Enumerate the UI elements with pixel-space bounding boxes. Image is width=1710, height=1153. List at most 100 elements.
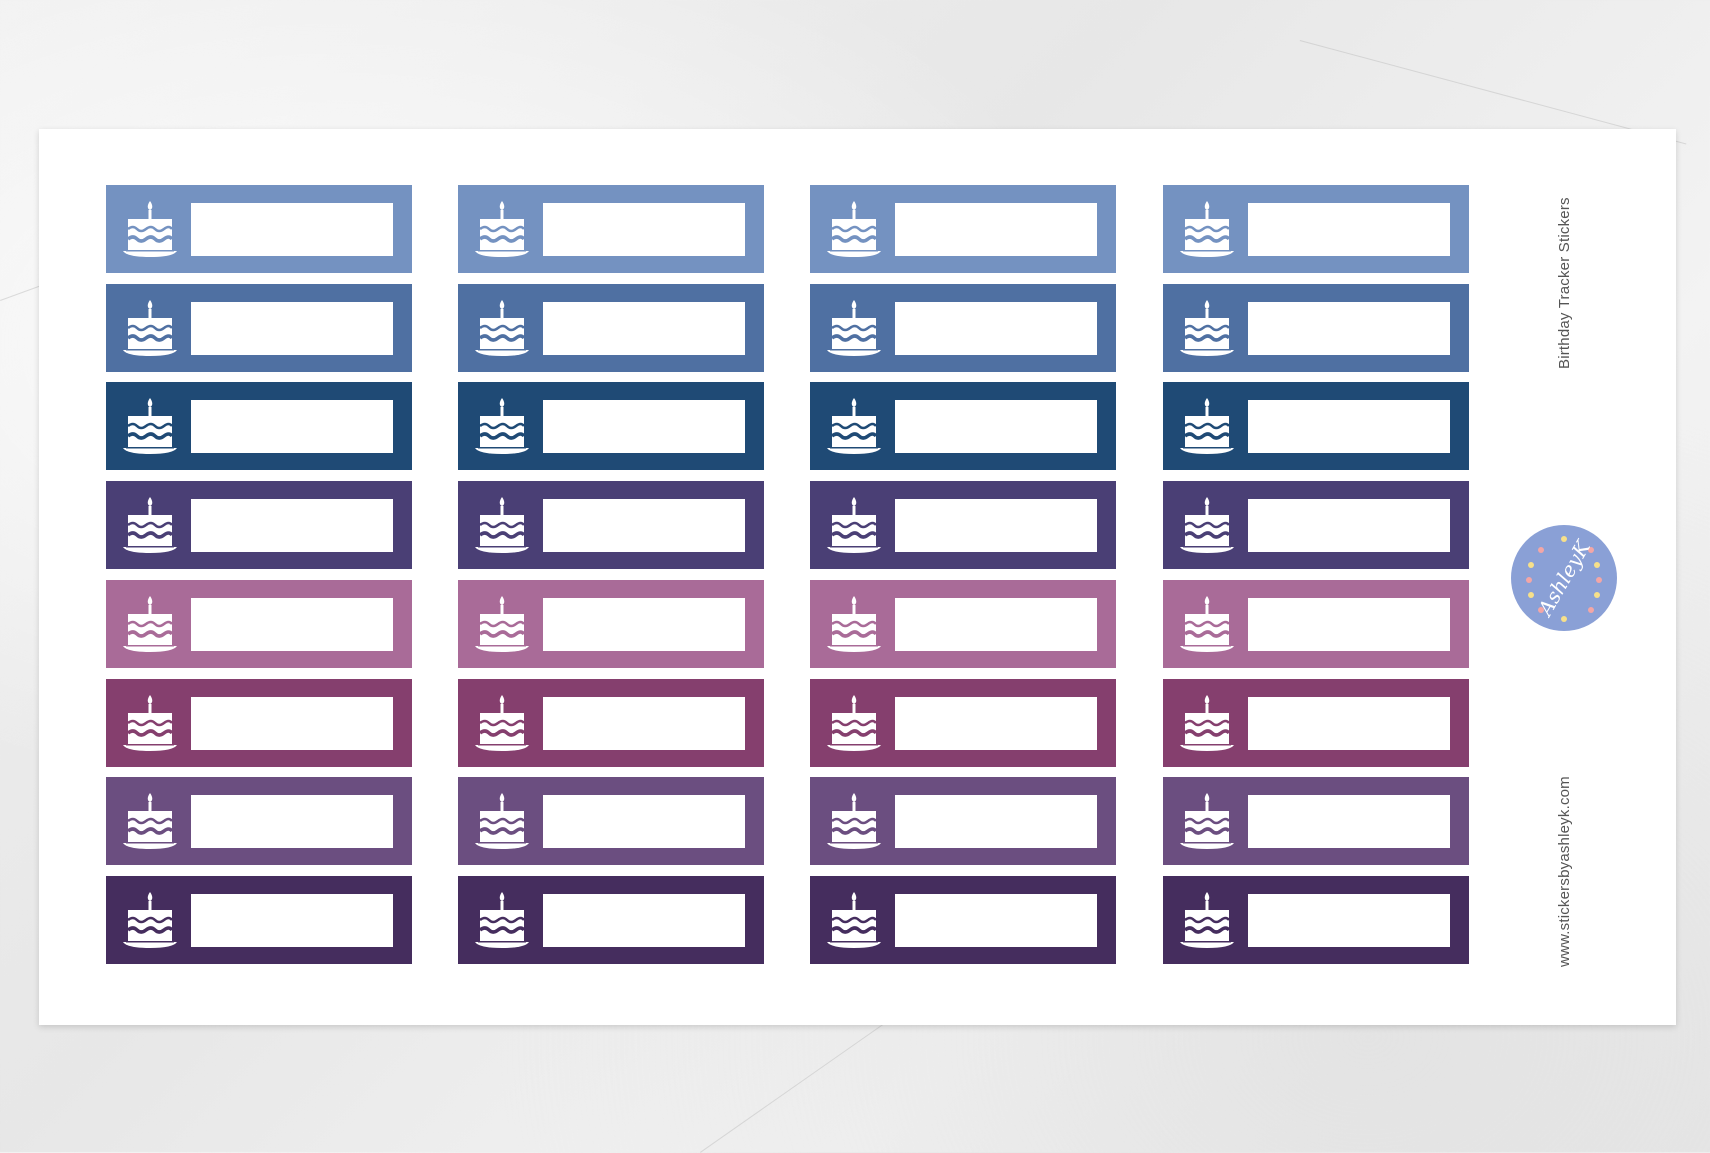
birthday-cake-icon <box>1180 201 1234 257</box>
sticker-write-area <box>1248 301 1450 355</box>
sticker-write-area <box>895 795 1097 849</box>
sticker-write-area <box>543 301 745 355</box>
birthday-sticker <box>458 283 764 372</box>
birthday-cake-icon <box>1180 891 1234 948</box>
birthday-sticker <box>458 875 764 964</box>
sticker-write-area <box>191 893 393 947</box>
birthday-sticker <box>106 185 412 273</box>
birthday-sticker <box>810 185 1116 273</box>
birthday-sticker <box>810 382 1116 471</box>
birthday-sticker <box>458 382 764 471</box>
sticker-write-area <box>1248 696 1450 750</box>
sticker-write-area <box>895 301 1097 355</box>
birthday-sticker <box>810 875 1116 964</box>
birthday-cake-icon <box>123 497 177 554</box>
birthday-sticker <box>810 777 1116 866</box>
birthday-sticker <box>458 579 764 668</box>
birthday-sticker <box>810 481 1116 570</box>
sticker-write-area <box>1248 400 1450 454</box>
birthday-cake-icon <box>1180 793 1234 850</box>
sticker-write-area <box>191 499 393 553</box>
birthday-cake-icon <box>123 694 177 751</box>
sticker-write-area <box>895 893 1097 947</box>
sticker-write-area <box>895 597 1097 651</box>
birthday-sticker <box>810 283 1116 372</box>
birthday-cake-icon <box>827 201 881 257</box>
sticker-write-area <box>191 597 393 651</box>
sticker-write-area <box>895 499 1097 553</box>
sticker-write-area <box>543 795 745 849</box>
birthday-sticker <box>106 579 412 668</box>
sticker-write-area <box>895 696 1097 750</box>
birthday-cake-icon <box>123 201 177 257</box>
sticker-write-area <box>543 696 745 750</box>
birthday-cake-icon <box>123 891 177 948</box>
sheet-title: Birthday Tracker Stickers <box>1556 197 1573 369</box>
sticker-write-area <box>1248 893 1450 947</box>
birthday-cake-icon <box>827 694 881 751</box>
birthday-cake-icon <box>123 595 177 652</box>
sticker-write-area <box>1248 203 1450 256</box>
website-url: www.stickersbyashleyk.com <box>1556 776 1573 967</box>
birthday-sticker <box>1163 283 1469 372</box>
birthday-sticker <box>106 678 412 767</box>
birthday-sticker <box>1163 579 1469 668</box>
birthday-cake-icon <box>475 694 529 751</box>
birthday-sticker <box>458 777 764 866</box>
birthday-sticker <box>1163 678 1469 767</box>
birthday-cake-icon <box>123 299 177 356</box>
birthday-sticker <box>106 875 412 964</box>
birthday-cake-icon <box>1180 595 1234 652</box>
birthday-cake-icon <box>475 398 529 455</box>
sticker-sheet: Birthday Tracker Stickers AshleyK www.st… <box>39 129 1676 1025</box>
birthday-sticker <box>458 185 764 273</box>
birthday-sticker <box>1163 185 1469 273</box>
sticker-write-area <box>543 597 745 651</box>
sticker-write-area <box>895 400 1097 454</box>
brand-logo: AshleyK <box>1511 525 1617 631</box>
birthday-cake-icon <box>475 793 529 850</box>
sticker-write-area <box>543 499 745 553</box>
birthday-cake-icon <box>827 891 881 948</box>
birthday-cake-icon <box>827 398 881 455</box>
sticker-write-area <box>1248 795 1450 849</box>
birthday-cake-icon <box>827 299 881 356</box>
birthday-cake-icon <box>475 497 529 554</box>
sticker-write-area <box>191 795 393 849</box>
sticker-write-area <box>191 400 393 454</box>
birthday-sticker <box>1163 481 1469 570</box>
birthday-cake-icon <box>475 201 529 257</box>
sticker-write-area <box>1248 499 1450 553</box>
birthday-cake-icon <box>1180 694 1234 751</box>
sticker-write-area <box>1248 597 1450 651</box>
birthday-cake-icon <box>827 793 881 850</box>
birthday-cake-icon <box>1180 398 1234 455</box>
logo-badge-icon: AshleyK <box>1526 536 1602 622</box>
birthday-cake-icon <box>1180 497 1234 554</box>
birthday-cake-icon <box>827 497 881 554</box>
birthday-sticker <box>810 678 1116 767</box>
birthday-sticker <box>106 777 412 866</box>
sticker-write-area <box>543 400 745 454</box>
sticker-write-area <box>191 696 393 750</box>
birthday-sticker <box>810 579 1116 668</box>
birthday-sticker <box>106 481 412 570</box>
birthday-cake-icon <box>475 891 529 948</box>
birthday-cake-icon <box>475 299 529 356</box>
birthday-sticker <box>1163 875 1469 964</box>
sticker-write-area <box>191 301 393 355</box>
birthday-cake-icon <box>123 398 177 455</box>
birthday-sticker <box>106 382 412 471</box>
birthday-cake-icon <box>475 595 529 652</box>
birthday-cake-icon <box>123 793 177 850</box>
birthday-sticker <box>1163 382 1469 471</box>
sticker-write-area <box>543 203 745 256</box>
birthday-sticker <box>458 481 764 570</box>
birthday-sticker <box>1163 777 1469 866</box>
sticker-write-area <box>191 203 393 256</box>
sticker-write-area <box>543 893 745 947</box>
birthday-sticker <box>106 283 412 372</box>
birthday-sticker <box>458 678 764 767</box>
birthday-cake-icon <box>827 595 881 652</box>
birthday-cake-icon <box>1180 299 1234 356</box>
